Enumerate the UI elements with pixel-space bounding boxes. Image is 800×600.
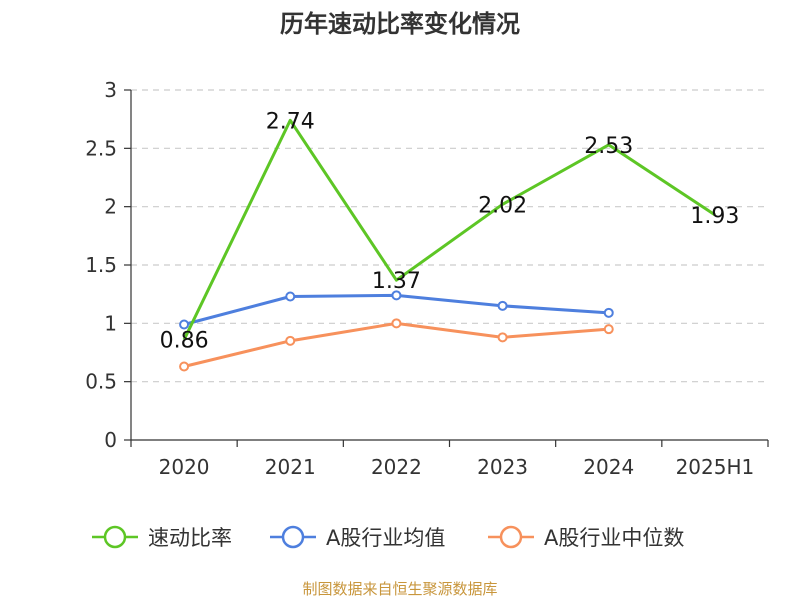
data-labels: 0.86 2.74 1.37 2.02 2.53 1.93 [160, 109, 740, 353]
series-point-2 [603, 324, 614, 335]
y-tick-label: 3 [104, 78, 117, 102]
legend: 速动比率 A股行业均值 A股行业中位数 [92, 525, 684, 550]
y-tick-label: 2 [104, 195, 117, 219]
legend-marker [103, 525, 127, 549]
grid-lines [131, 89, 768, 383]
series-point-2 [497, 332, 508, 343]
y-tick-label: 0 [104, 428, 117, 452]
series-line-0 [182, 118, 716, 341]
series-point-1 [285, 291, 296, 302]
y-tick-label: 1 [104, 311, 117, 335]
data-label: 1.37 [372, 269, 421, 294]
series-line-2 [183, 321, 609, 368]
series-point-2 [391, 318, 402, 329]
source-note: 制图数据来自恒生聚源数据库 [302, 580, 497, 598]
y-tick-label: 2.5 [85, 136, 117, 160]
series-group [179, 118, 716, 372]
x-tick-label: 2023 [477, 455, 528, 479]
y-tick-label: 0.5 [85, 370, 117, 394]
data-label: 2.53 [584, 134, 633, 159]
data-label: 1.93 [690, 204, 739, 229]
series-point-1 [603, 307, 614, 318]
y-axis-ticks: 0 0.5 1 1.5 2 2.5 3 [85, 78, 131, 452]
data-label: 0.86 [160, 329, 209, 354]
legend-marker [281, 525, 305, 549]
legend-label: 速动比率 [148, 526, 232, 550]
x-axis-ticks: 2020 2021 2022 2023 2024 2025H1 [130, 440, 769, 479]
data-label: 2.74 [266, 109, 315, 134]
x-tick-label: 2024 [583, 455, 634, 479]
data-label: 2.02 [478, 193, 527, 218]
legend-marker [499, 525, 523, 549]
series-point-1 [391, 290, 402, 301]
chart-title: 历年速动比率变化情况 [280, 10, 520, 38]
legend-label: A股行业中位数 [544, 526, 684, 550]
y-tick-label: 1.5 [85, 253, 117, 277]
series-point-1 [179, 319, 190, 330]
x-tick-label: 2021 [265, 455, 316, 479]
x-tick-label: 2020 [159, 455, 210, 479]
x-tick-label: 2025H1 [676, 455, 755, 479]
legend-label: A股行业均值 [326, 526, 445, 550]
series-point-2 [285, 335, 296, 346]
series-point-2 [179, 361, 190, 372]
series-point-1 [497, 300, 508, 311]
x-tick-label: 2022 [371, 455, 422, 479]
